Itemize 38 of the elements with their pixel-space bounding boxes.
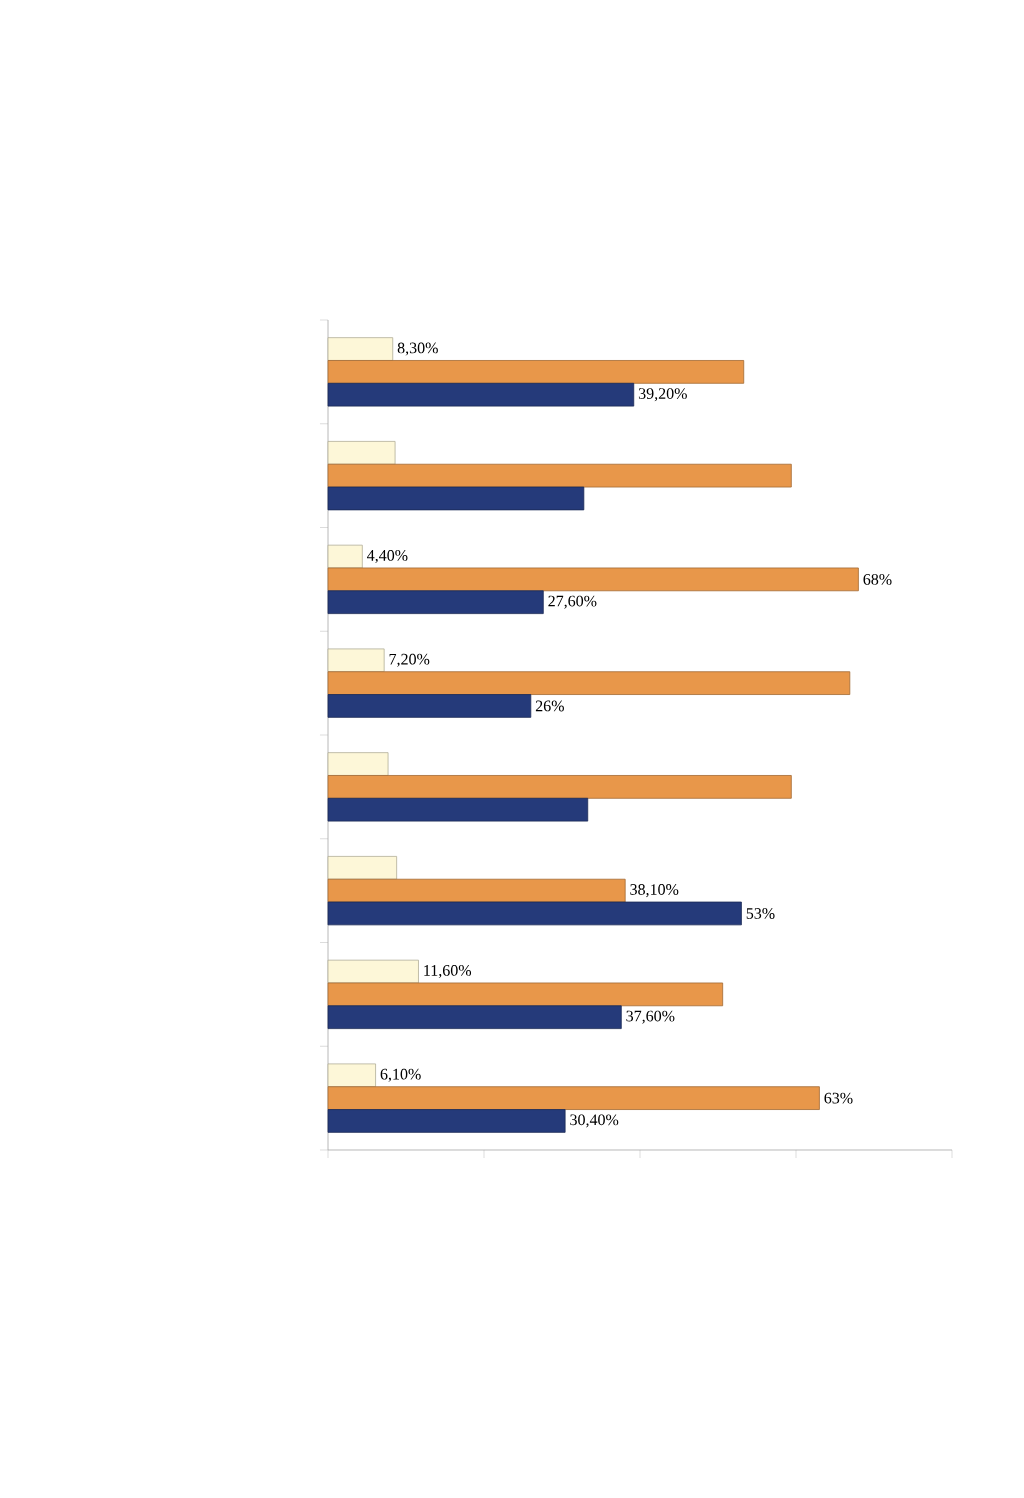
data-label: 6,10% [380,1068,421,1082]
bar [327,337,394,361]
bar [327,959,419,984]
bar [327,382,635,407]
data-label: 30,40% [570,1114,619,1128]
bar [327,360,745,384]
bar [327,648,385,673]
bar [327,1005,622,1030]
data-label: 53% [746,908,775,919]
bar [327,1063,376,1088]
data-label: 63% [824,1092,853,1104]
bar [327,775,792,799]
data-label: 4,40% [367,550,408,564]
bar [327,752,389,776]
data-label: 39,20% [638,388,687,402]
bar [327,590,544,615]
data-label: 38,10% [630,884,679,898]
data-label: 37,60% [626,1010,675,1024]
bar [327,856,398,880]
bar [327,486,585,511]
bar [327,544,363,569]
bar [327,671,851,695]
bar [327,463,792,488]
bar [327,441,396,465]
bar [327,982,724,1007]
bar [327,1109,566,1133]
bar [327,694,532,718]
data-label: 26% [535,700,564,712]
data-label: 68% [863,573,892,585]
bar [327,797,589,822]
data-label: 11,60% [424,965,472,979]
bar [327,878,626,903]
data-label: 7,20% [389,653,430,667]
data-label: 8,30% [397,342,438,356]
bar [327,1086,820,1110]
bar [327,901,742,926]
bar [327,567,859,592]
data-label: 27,60% [548,595,597,609]
